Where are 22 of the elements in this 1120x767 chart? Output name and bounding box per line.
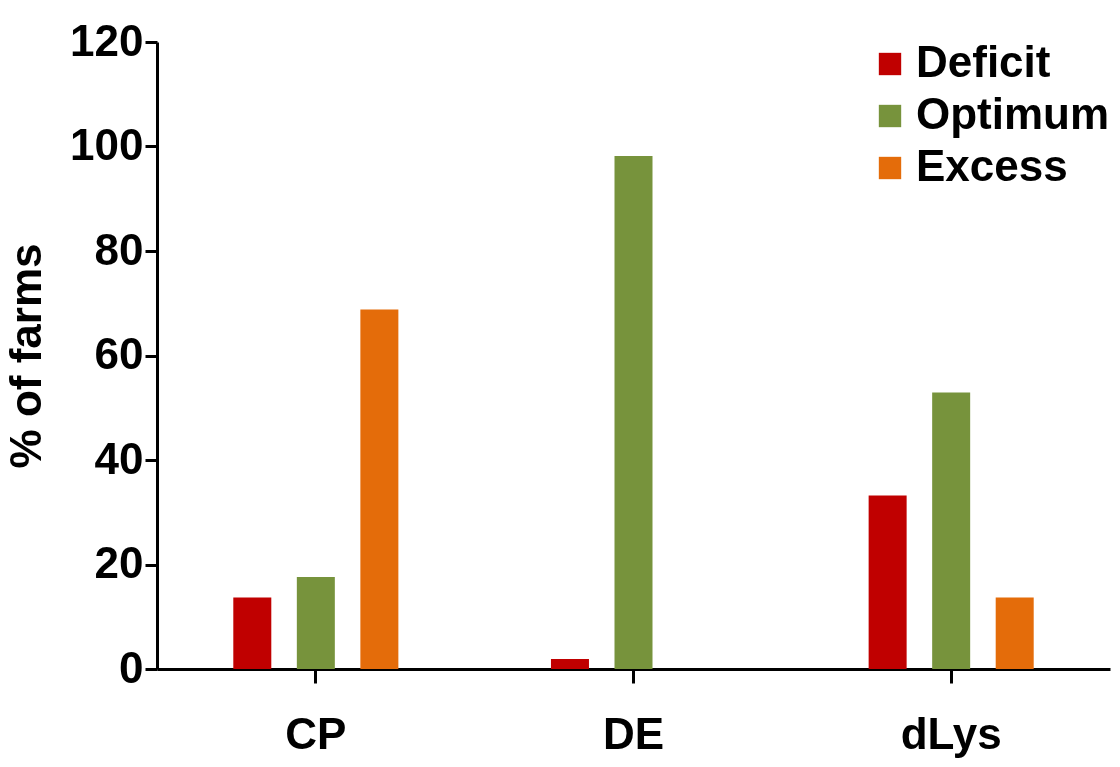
- x-tick-label: dLys: [900, 708, 1002, 758]
- bar: [233, 597, 272, 669]
- x-tick-label: CP: [285, 708, 347, 758]
- y-tick-label: 100: [70, 120, 144, 169]
- legend-label: Deficit: [916, 37, 1051, 86]
- legend-label: Excess: [916, 141, 1068, 190]
- bar: [614, 155, 653, 669]
- bar: [932, 392, 971, 669]
- bar: [550, 659, 589, 669]
- y-tick-label: 80: [94, 224, 144, 274]
- bar: [995, 597, 1034, 669]
- y-axis-title: % of farms: [1, 243, 51, 469]
- y-tick-label: 40: [94, 433, 144, 483]
- bar: [296, 577, 335, 669]
- y-tick-label: 60: [94, 329, 144, 378]
- y-tick-label: 120: [70, 15, 144, 65]
- y-tick-label: 0: [119, 642, 144, 692]
- x-tick-label: DE: [602, 708, 665, 758]
- bar: [868, 495, 907, 669]
- y-tick-label: 20: [94, 538, 144, 587]
- legend-label: Optimum: [916, 89, 1110, 138]
- bar: [360, 309, 399, 669]
